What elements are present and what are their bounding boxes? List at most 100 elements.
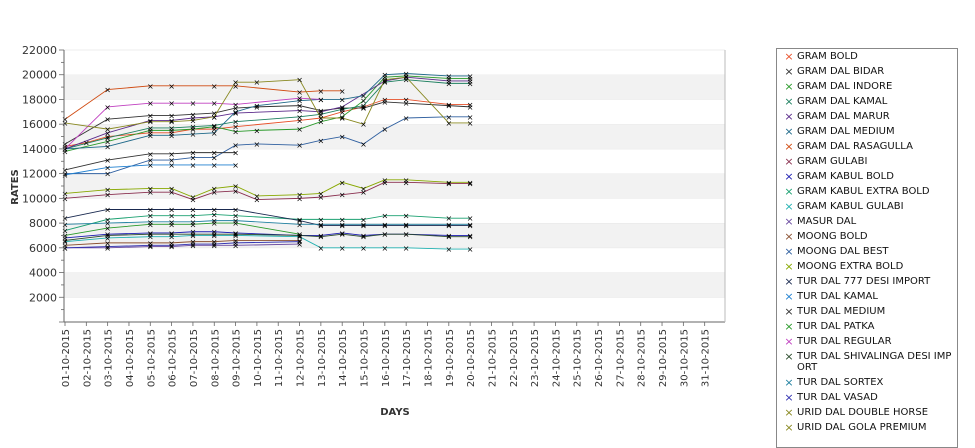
x-tick-label: 04-10-2015 (125, 329, 136, 387)
data-point: × (445, 222, 452, 231)
data-point: × (168, 218, 175, 227)
data-point: × (232, 229, 239, 238)
x-tick-label: 13-10-2015 (317, 329, 328, 387)
x-tick-label: 07-10-2015 (189, 329, 200, 387)
data-point: × (339, 95, 346, 104)
data-point: × (296, 231, 303, 240)
data-point: × (83, 139, 90, 148)
data-point: × (360, 188, 367, 197)
data-point: × (104, 234, 111, 243)
data-point: × (147, 112, 154, 121)
data-point: × (360, 102, 367, 111)
data-point: × (360, 140, 367, 149)
grid-band (64, 124, 725, 149)
data-point: × (104, 205, 111, 214)
data-point: × (190, 196, 197, 205)
data-point: × (147, 124, 154, 133)
data-point: × (104, 115, 111, 124)
legend-item: × MASUR DAL (777, 214, 957, 229)
data-point: × (403, 230, 410, 239)
legend-item: × GRAM KABUL EXTRA BOLD (777, 184, 957, 199)
data-point: × (232, 149, 239, 158)
data-point: × (467, 180, 474, 189)
data-point: × (296, 236, 303, 245)
data-point: × (381, 76, 388, 85)
data-point: × (360, 231, 367, 240)
data-point: × (147, 131, 154, 140)
data-point: × (211, 161, 218, 170)
data-point: × (339, 87, 346, 96)
data-point: × (360, 184, 367, 193)
axes (59, 49, 726, 326)
data-point: × (381, 230, 388, 239)
data-point: × (339, 104, 346, 113)
data-point: × (104, 170, 111, 179)
data-point: × (296, 116, 303, 125)
legend-label: GRAM DAL MEDIUM (797, 126, 895, 137)
data-point: × (211, 154, 218, 163)
data-point: × (211, 217, 218, 226)
data-point: × (147, 126, 154, 135)
data-point: × (190, 99, 197, 108)
data-point: × (339, 220, 346, 229)
legend-item: × GRAM DAL MEDIUM (777, 124, 957, 139)
legend-marker-icon: × (784, 320, 794, 333)
data-point: × (296, 88, 303, 97)
series-line (64, 101, 471, 145)
data-point: × (445, 214, 452, 223)
legend-item: × GRAM KABUL GULABI (777, 199, 957, 214)
data-point: × (190, 114, 197, 123)
x-tick-label: 16-10-2015 (381, 329, 392, 387)
chart-legend: × GRAM BOLD × GRAM DAL BIDAR × GRAM DAL INDOR… (776, 48, 958, 448)
data-point: × (360, 244, 367, 253)
data-point: × (62, 170, 69, 179)
grid-band (64, 173, 725, 199)
data-point: × (232, 128, 239, 137)
data-point: × (360, 104, 367, 113)
data-point: × (360, 215, 367, 224)
data-point: × (62, 234, 69, 243)
legend-item: × MOONG BOLD (777, 229, 957, 244)
data-point: × (339, 230, 346, 239)
x-tick-label: 27-10-2015 (615, 329, 626, 387)
data-point: × (62, 220, 69, 229)
data-point: × (232, 82, 239, 91)
data-point: × (296, 231, 303, 240)
data-point: × (104, 219, 111, 228)
data-point: × (168, 112, 175, 121)
data-point: × (168, 161, 175, 170)
data-point: × (104, 224, 111, 233)
data-point: × (467, 220, 474, 229)
data-point: × (62, 238, 69, 247)
data-point: × (467, 72, 474, 81)
data-point: × (62, 227, 69, 236)
legend-item: × GRAM DAL RASAGULLA (777, 139, 957, 154)
legend-label: GRAM DAL BIDAR (797, 66, 885, 77)
data-point: × (190, 231, 197, 240)
legend-label: TUR DAL SHIVALINGA DESI IMPORT (797, 351, 952, 373)
data-point: × (296, 215, 303, 224)
data-point: × (381, 125, 388, 134)
data-point: × (211, 241, 218, 250)
data-point: × (147, 161, 154, 170)
legend-marker-icon: × (784, 376, 794, 389)
legend-label: MOONG EXTRA BOLD (797, 261, 904, 272)
data-point: × (318, 87, 325, 96)
data-point: × (62, 140, 69, 149)
data-point: × (445, 180, 452, 189)
series-line (64, 220, 471, 225)
legend-marker-icon: × (784, 350, 794, 363)
data-point: × (62, 241, 69, 250)
data-point: × (318, 193, 325, 202)
data-point: × (211, 184, 218, 193)
legend-marker-icon: × (784, 80, 794, 93)
data-point: × (211, 149, 218, 158)
data-point: × (318, 110, 325, 119)
data-point: × (403, 99, 410, 108)
data-point: × (211, 113, 218, 122)
series-line (64, 79, 471, 150)
data-point: × (104, 125, 111, 134)
legend-label: TUR DAL KAMAL (797, 291, 878, 302)
legend-label: GRAM DAL RASAGULLA (797, 141, 913, 152)
data-point: × (190, 116, 197, 125)
